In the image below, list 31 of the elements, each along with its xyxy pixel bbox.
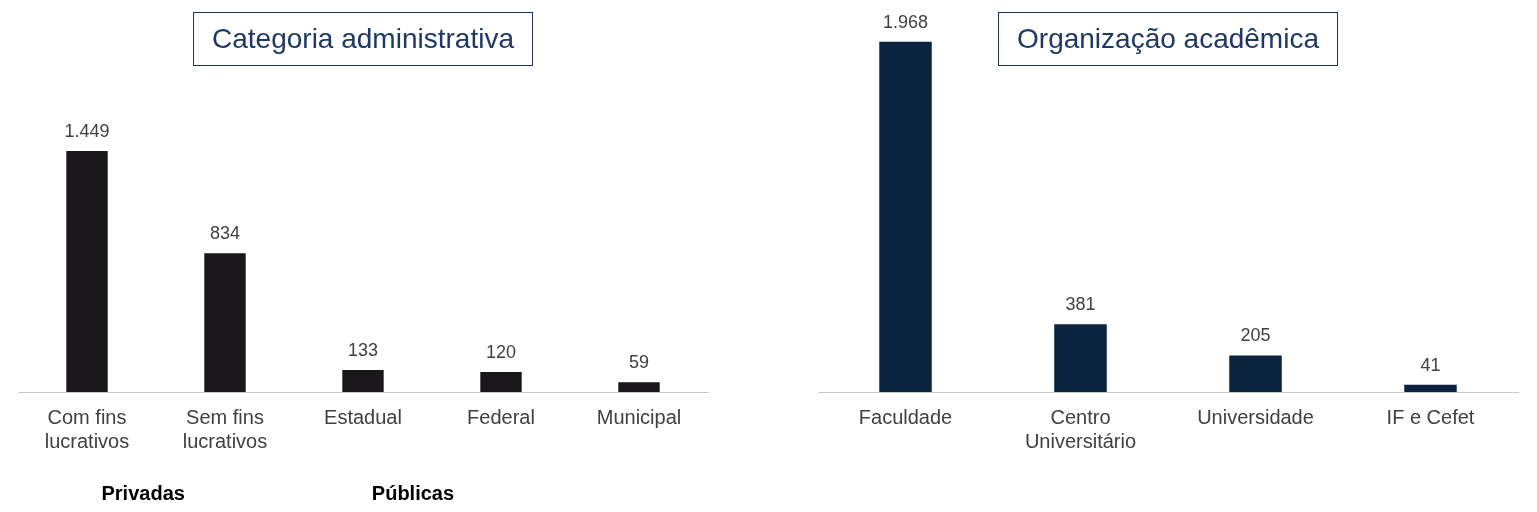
x-tick-label: Federal <box>467 405 535 428</box>
data-label: 1.449 <box>64 121 110 142</box>
bar <box>204 253 246 392</box>
data-label: 59 <box>628 352 650 373</box>
data-label: 381 <box>1065 294 1096 315</box>
bar <box>1054 324 1107 392</box>
x-tick-label: IF e Cefet <box>1386 405 1475 428</box>
data-label: 205 <box>1240 325 1271 346</box>
bar <box>480 372 522 392</box>
bar <box>618 382 660 392</box>
chart-title: Organização acadêmica <box>998 12 1338 66</box>
bar <box>1404 384 1457 392</box>
x-tick-label: Municipal <box>596 405 682 428</box>
bar <box>342 369 384 392</box>
x-tick-label: Sem fins lucrativos <box>182 405 268 452</box>
text: Públicas <box>371 482 455 505</box>
chart-title: Categoria administrativa <box>193 12 533 66</box>
data-label: 120 <box>485 342 517 363</box>
bar <box>1229 355 1282 392</box>
data-label: 133 <box>347 339 379 360</box>
text: Privadas <box>101 482 185 505</box>
data-label: 41 <box>1420 354 1441 375</box>
bar <box>66 151 108 392</box>
x-tick-label: Faculdade <box>858 405 953 428</box>
x-tick-label: Com fins lucrativos <box>44 405 130 452</box>
bar <box>879 41 932 392</box>
x-tick-label: Centro Universitário <box>1024 405 1137 452</box>
x-tick-label: Estadual <box>324 405 402 428</box>
data-label: 1.968 <box>882 11 929 32</box>
data-label: 834 <box>209 223 241 244</box>
x-tick-label: Universidade <box>1197 405 1314 428</box>
